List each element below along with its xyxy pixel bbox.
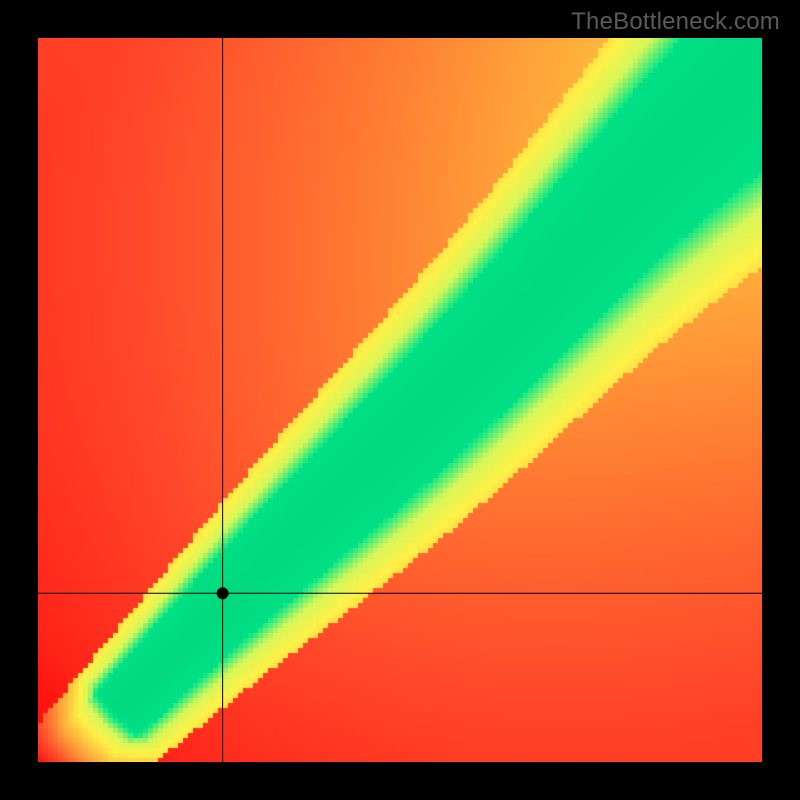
heatmap-canvas xyxy=(38,38,762,762)
plot-area xyxy=(38,38,762,762)
watermark-text: TheBottleneck.com xyxy=(571,8,780,36)
